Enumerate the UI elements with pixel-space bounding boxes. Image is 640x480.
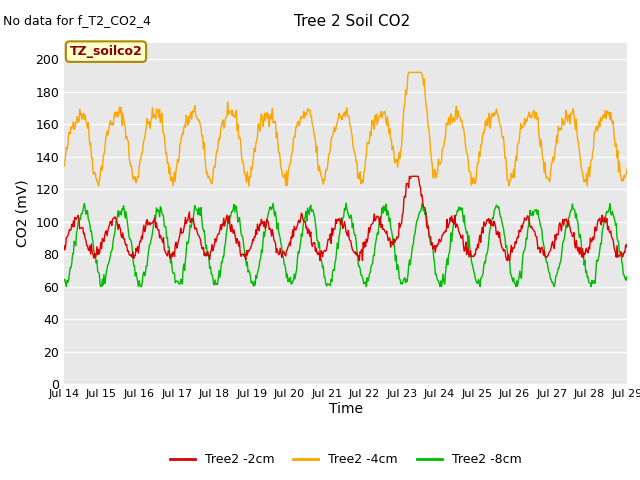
Legend: Tree2 -2cm, Tree2 -4cm, Tree2 -8cm: Tree2 -2cm, Tree2 -4cm, Tree2 -8cm (165, 448, 526, 471)
Text: TZ_soilco2: TZ_soilco2 (70, 45, 142, 58)
Text: Tree 2 Soil CO2: Tree 2 Soil CO2 (294, 14, 410, 29)
X-axis label: Time: Time (328, 402, 363, 416)
Text: No data for f_T2_CO2_4: No data for f_T2_CO2_4 (3, 14, 151, 27)
Y-axis label: CO2 (mV): CO2 (mV) (16, 180, 29, 247)
